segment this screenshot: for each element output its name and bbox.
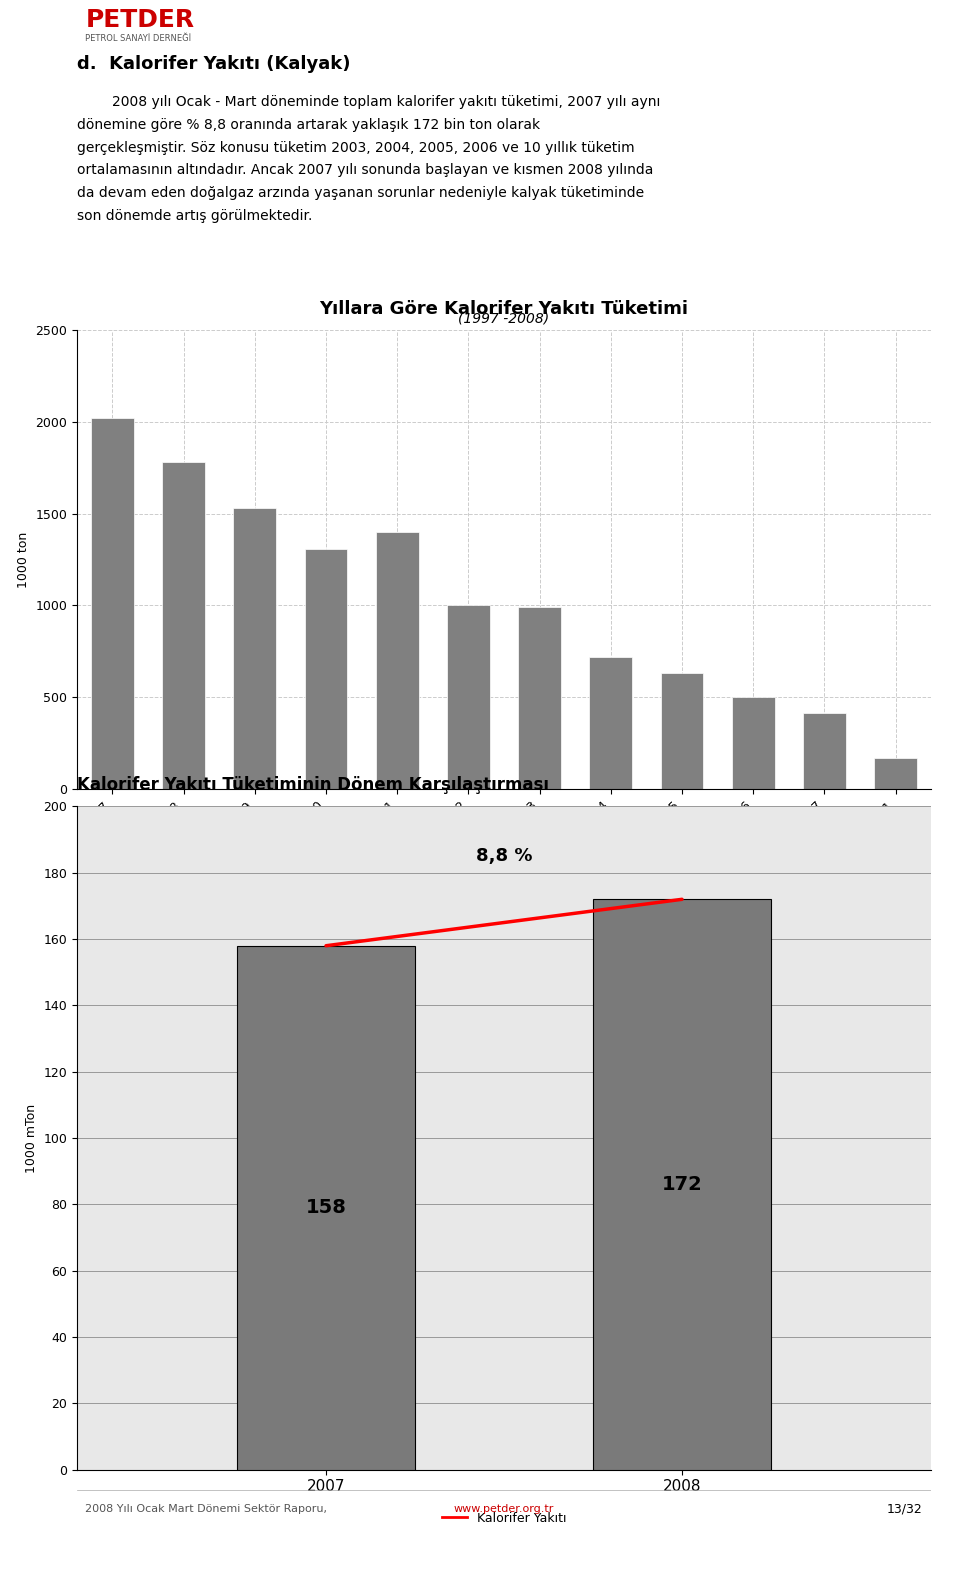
- Bar: [375, 531, 419, 788]
- Bar: [518, 607, 561, 788]
- Bar: [875, 759, 917, 788]
- Y-axis label: 1000 mTon: 1000 mTon: [25, 1104, 37, 1173]
- Text: PETROL SANAYİ DERNEĞİ: PETROL SANAYİ DERNEĞİ: [85, 35, 191, 43]
- Bar: [447, 606, 490, 788]
- Bar: [233, 508, 276, 788]
- Text: 172: 172: [661, 1175, 703, 1194]
- Bar: [660, 673, 704, 788]
- Text: 13/32: 13/32: [887, 1501, 923, 1515]
- Legend: Kalorifer Yakıtı: Kalorifer Yakıtı: [442, 934, 566, 957]
- Bar: [304, 549, 348, 788]
- Bar: [162, 462, 204, 788]
- Bar: [91, 418, 133, 788]
- Text: Kalorifer Yakıtı Tüketiminin Dönem Karşılaştırması: Kalorifer Yakıtı Tüketiminin Dönem Karşı…: [77, 776, 549, 793]
- Title: Yıllara Göre Kalorifer Yakıtı Tüketimi: Yıllara Göre Kalorifer Yakıtı Tüketimi: [320, 300, 688, 319]
- Text: (1997 -2008): (1997 -2008): [459, 312, 549, 326]
- Text: www.petder.org.tr: www.petder.org.tr: [454, 1503, 554, 1514]
- Text: 158: 158: [305, 1199, 347, 1217]
- Text: 2008 Yılı Ocak Mart Dönemi Sektör Raporu,: 2008 Yılı Ocak Mart Dönemi Sektör Raporu…: [85, 1503, 327, 1514]
- Y-axis label: 1000 ton: 1000 ton: [16, 531, 30, 588]
- Text: 8,8 %: 8,8 %: [476, 847, 532, 866]
- Legend: Kalorifer Yakıtı: Kalorifer Yakıtı: [437, 1506, 571, 1530]
- Bar: [237, 946, 415, 1470]
- Bar: [589, 656, 632, 788]
- Text: PETDER: PETDER: [85, 8, 195, 32]
- Bar: [732, 697, 775, 788]
- Bar: [593, 899, 771, 1470]
- Bar: [803, 713, 846, 788]
- Text: 2008 yılı Ocak - Mart döneminde toplam kalorifer yakıtı tüketimi, 2007 yılı aynı: 2008 yılı Ocak - Mart döneminde toplam k…: [77, 95, 660, 222]
- Text: d.  Kalorifer Yakıtı (Kalyak): d. Kalorifer Yakıtı (Kalyak): [77, 55, 350, 73]
